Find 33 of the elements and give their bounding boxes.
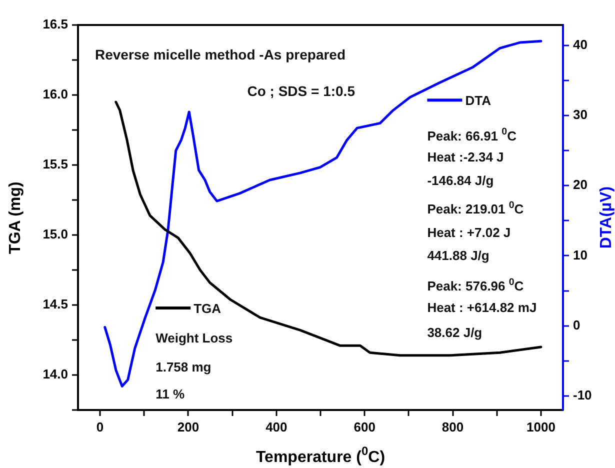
annotation: Heat :-2.34 J: [427, 150, 504, 165]
x-tick-label: 1000: [526, 419, 556, 434]
legend-label: TGA: [194, 300, 222, 316]
x-tick-label: 800: [442, 419, 464, 434]
legend-label: DTA: [465, 93, 492, 108]
y2-axis-title: DTA(µV): [598, 186, 615, 249]
annotation: Heat : +614.82 mJ: [427, 300, 537, 315]
y-tick-label: 16.5: [42, 16, 68, 32]
y2-tick-label: -10: [573, 388, 592, 403]
y-tick-label: 15.0: [42, 226, 68, 242]
annotation: 1.758 mg: [156, 360, 212, 374]
y2-tick-label: 40: [573, 36, 588, 52]
x-tick-label: 600: [354, 419, 376, 434]
y-tick-label: 14.0: [42, 366, 68, 382]
x-tick-label: 400: [266, 419, 288, 434]
x-tick-label: 0: [96, 419, 104, 434]
y2-tick-label: 10: [573, 247, 588, 262]
y-tick-label: 14.5: [42, 296, 68, 312]
y-axis-title: TGA (mg): [7, 182, 24, 254]
annotation: 441.88 J/g: [427, 248, 490, 263]
y2-tick-label: 0: [573, 317, 580, 332]
x-tick-label: 200: [177, 419, 200, 434]
annotation: 38.62 J/g: [427, 324, 482, 340]
annotation: Weight Loss: [156, 330, 233, 346]
annotation: Heat : +7.02 J: [427, 224, 511, 240]
y-tick-label: 15.5: [42, 156, 68, 172]
y2-tick-label: 20: [573, 177, 588, 192]
annotation: -146.84 J/g: [427, 172, 494, 188]
annotation: 11 %: [156, 386, 185, 402]
annotation: Co ; SDS = 1:0.5: [247, 83, 356, 100]
y2-tick-label: 30: [573, 107, 588, 122]
y-tick-label: 16.0: [42, 86, 68, 102]
annotation: Reverse micelle method -As prepared: [94, 46, 346, 63]
